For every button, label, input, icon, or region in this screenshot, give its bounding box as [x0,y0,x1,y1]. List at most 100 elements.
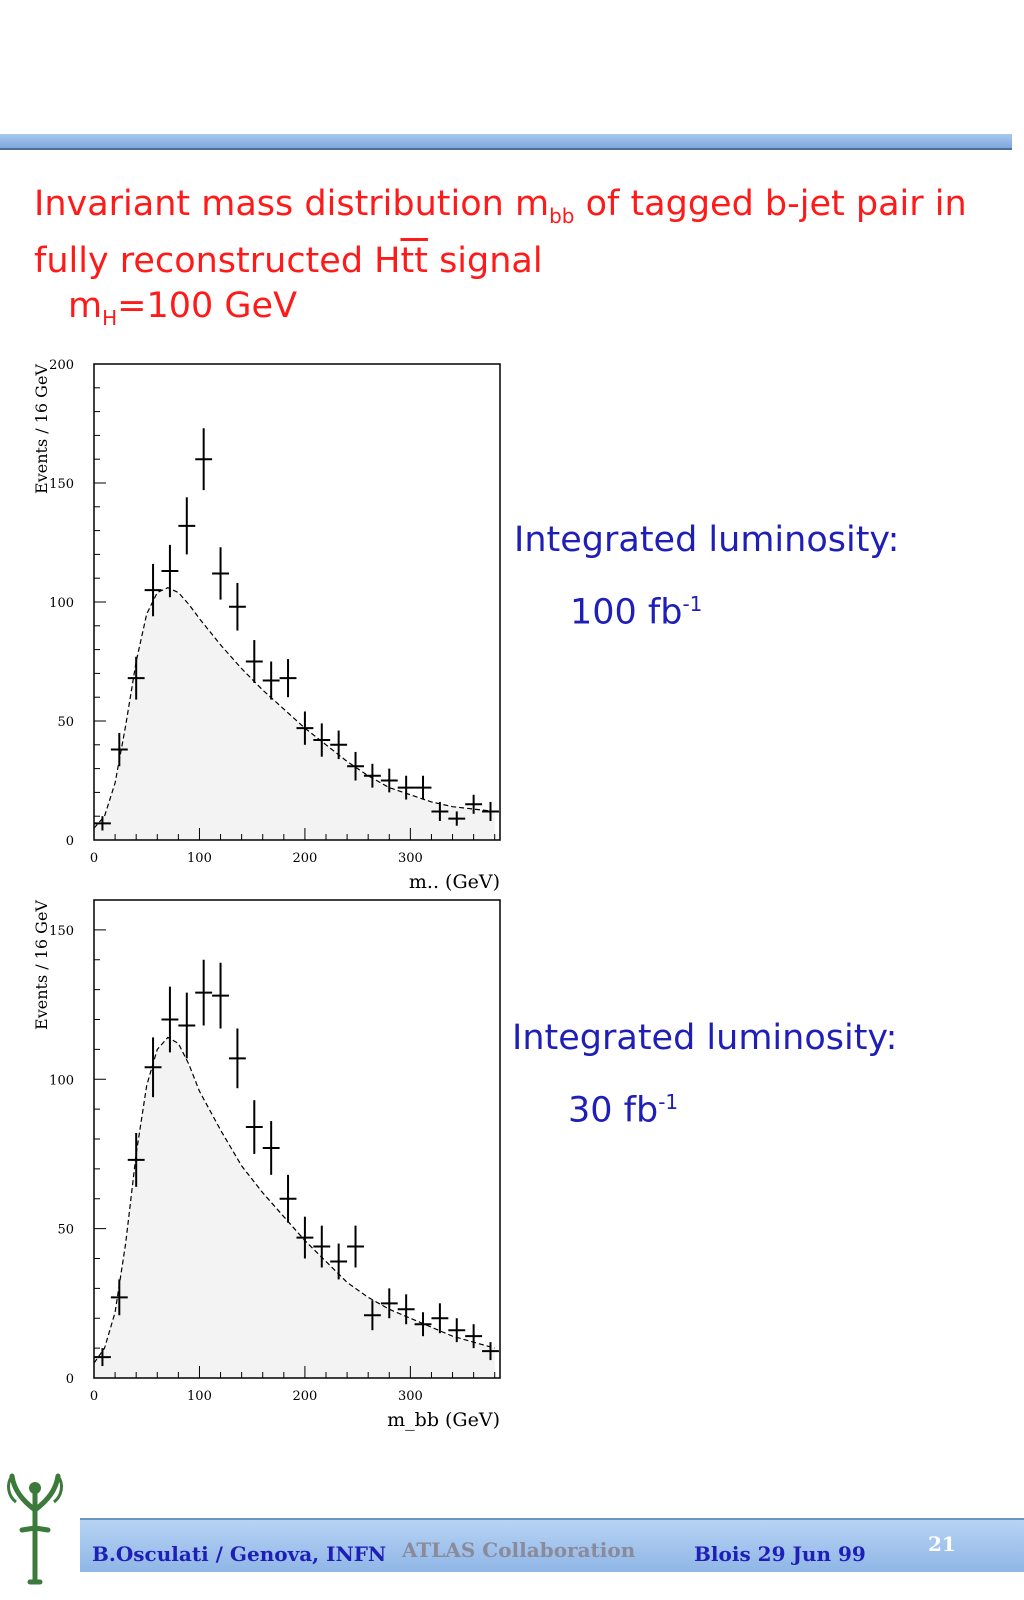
data-point [161,544,179,598]
x-tick-label: 300 [398,851,423,866]
title-subscript: H [102,306,118,330]
atlas-figure-logo [7,1473,63,1585]
x-tick-label: 200 [292,851,317,866]
data-point [144,1037,162,1098]
data-point [279,1174,297,1223]
page-number: 21 [928,1532,956,1556]
data-point [228,1028,246,1089]
y-axis-label: Events / 16 GeV [32,364,51,494]
y-tick-label: 100 [49,1073,74,1088]
data-point [313,1225,331,1268]
luminosity-exponent: -1 [682,592,703,616]
data-point [110,1279,128,1316]
y-tick-label: 0 [66,1372,74,1387]
data-point [127,656,145,700]
header-bar [0,134,1012,150]
title-line-3: mH=100 GeV [34,284,1004,341]
chart-bottom: 0 100 200 300 0 50 100 150 m_bb (GeV) Events / 16… [32,899,501,1431]
title-text: fully reconstructed H [34,241,401,281]
data-point [448,1318,466,1343]
title-line-2: fully reconstructed Htt signal [34,239,1004,284]
title-subscript: bb [549,204,575,228]
x-tick-label: 0 [90,851,98,866]
x-tick-label: 100 [187,851,212,866]
chart-top: 0 100 200 300 0 50 100 150 200 m.. (GeV) Events / … [32,358,501,893]
y-tick-label: 100 [49,596,74,611]
title-text: m [68,286,103,326]
data-point [245,640,263,683]
title-text: signal [427,241,543,281]
data-point [363,763,381,788]
data-point [330,730,348,760]
title-ttbar: tt [400,241,428,281]
luminosity-value: 30 fb-1 [568,1082,897,1131]
data-point [347,751,364,781]
footer-date: Blois 29 Jun 99 [694,1542,866,1566]
y-tick-label: 150 [49,924,74,939]
data-point [94,816,111,831]
luminosity-value: 100 fb-1 [570,584,899,633]
luminosity-top: Integrated luminosity: 100 fb-1 [514,520,899,633]
data-point [195,428,213,491]
luminosity-label: Integrated luminosity: [514,520,900,560]
data-point [228,582,246,631]
title-text: =100 GeV [117,286,298,326]
title-text: Invariant mass distribution m [34,184,550,224]
data-point [178,992,196,1059]
fit-curve [93,587,495,829]
footer-collaboration: ATLAS Collaboration [402,1538,636,1562]
data-point [212,962,229,1029]
y-tick-label: 0 [66,834,74,849]
x-tick-label: 100 [187,1389,212,1404]
data-point [212,547,229,600]
data-point [178,497,196,555]
data-point [414,775,432,800]
data-point [127,1133,145,1187]
data-point [94,1348,111,1367]
data-point [110,732,128,767]
data-point [279,659,297,698]
y-tick-label: 200 [49,358,74,373]
x-axis-label: m_bb (GeV) [387,1409,500,1431]
x-tick-label: 300 [398,1389,423,1404]
data-point [313,723,331,757]
data-point [245,1100,263,1154]
data-point [262,1121,280,1175]
data-point [482,801,499,821]
data-point [347,1225,364,1268]
data-point [330,1243,348,1280]
data-point [380,768,398,793]
data-point [380,1288,398,1319]
luminosity-label: Integrated luminosity: [512,1018,898,1058]
data-point [465,794,483,814]
data-point [448,811,466,826]
y-tick-label: 150 [49,477,74,492]
data-point [363,1300,381,1331]
footer-author: B.Osculati / Genova, INFN [92,1542,387,1566]
data-point [144,563,162,617]
title-line-1: Invariant mass distribution mbb of tagge… [34,182,1004,239]
x-tick-label: 200 [292,1389,317,1404]
y-tick-label: 50 [57,715,74,730]
fit-curve [93,1036,495,1364]
x-tick-label: 0 [90,1389,98,1404]
data-point [262,661,280,700]
y-tick-label: 50 [57,1223,74,1238]
data-point [397,775,415,800]
y-axis-label: Events / 16 GeV [32,900,51,1030]
data-point [296,1216,314,1259]
x-axis-label: m.. (GeV) [409,871,500,893]
footer-bar [80,1518,1024,1572]
data-point [397,1294,415,1325]
luminosity-number: 30 fb [568,1090,659,1131]
title-text: of tagged b-jet pair in [574,184,967,224]
data-point [195,959,213,1026]
data-point [431,801,449,821]
curve-fill [94,1037,495,1378]
luminosity-bottom: Integrated luminosity: 30 fb-1 [512,1018,897,1131]
data-point [465,1324,483,1349]
data-point [161,986,179,1053]
data-point [431,1303,449,1334]
curve-fill [94,587,495,840]
luminosity-exponent: -1 [658,1090,679,1114]
